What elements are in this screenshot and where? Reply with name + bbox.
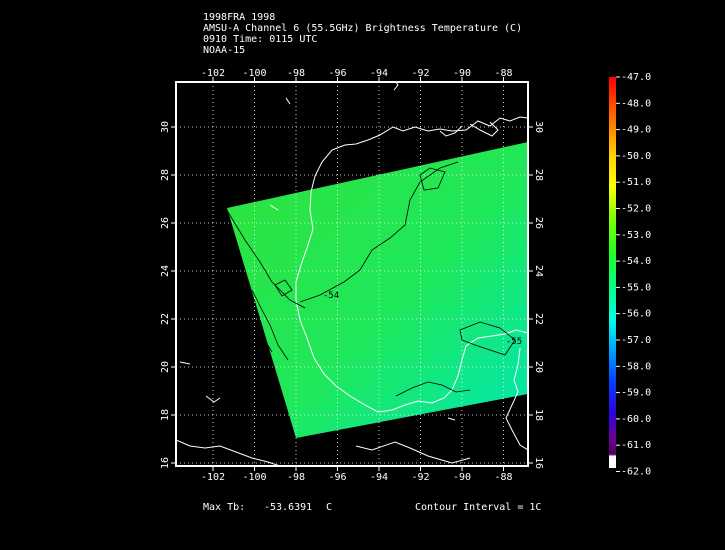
lat-tick-label-left: 22: [160, 313, 171, 325]
contour-lines: [227, 161, 516, 397]
contour-label: -55: [506, 337, 522, 347]
lat-tick-label-left: 16: [160, 457, 171, 469]
lat-tick-label-right: 26: [533, 217, 544, 229]
colorbar-tick-label: -53.0: [621, 230, 651, 241]
lon-tick-label-bottom: -94: [370, 472, 388, 483]
lat-tick-label-right: 16: [533, 457, 544, 469]
lat-tick-label-left: 24: [160, 265, 171, 277]
lon-tick-label-top: -94: [370, 68, 388, 79]
colorbar-tick-label: -48.0: [621, 98, 651, 109]
lat-tick-label-left: 26: [160, 217, 171, 229]
contour-interval: Contour Interval = 1C: [415, 502, 542, 513]
colorbar-tick-label: -51.0: [621, 177, 651, 188]
colorbar-tick-label: -59.0: [621, 388, 651, 399]
colorbar-labels: -47.0 -48.0 -49.0 -50.0 -51.0 -52.0 -53.0 -54.0…: [616, 72, 651, 478]
lat-tick-label-right: 18: [533, 409, 544, 421]
colorbar-tick-label: -56.0: [621, 309, 651, 320]
lon-tick-label-top: -92: [411, 68, 429, 79]
title-line-3: 0910 Time: 0115 UTC: [203, 34, 318, 45]
grid-lines: [176, 82, 528, 466]
lat-tick-label-right: 30: [533, 121, 544, 133]
title-line-4: NOAA-15: [203, 45, 246, 56]
contour-label: -54: [323, 291, 339, 301]
colorbar-tick-label: -50.0: [621, 151, 651, 162]
lat-tick-label-right: 28: [533, 169, 544, 181]
lat-tick-label-right: 20: [533, 361, 544, 373]
colorbar-tick-label: -57.0: [621, 335, 651, 346]
lat-tick-label-left: 18: [160, 409, 171, 421]
swath: [227, 142, 528, 438]
lon-tick-label-bottom: -98: [287, 472, 305, 483]
colorbar-tick-label: -49.0: [621, 125, 651, 136]
title-line-2: AMSU-A Channel 6 (55.5GHz) Brightness Te…: [203, 23, 523, 34]
lon-tick-label-bottom: -92: [411, 472, 429, 483]
lat-tick-label-left: 30: [160, 121, 171, 133]
colorbar-tick-label: -54.0: [621, 256, 651, 267]
lon-tick-label-bottom: -102: [201, 472, 225, 483]
lon-tick-label-top: -96: [328, 68, 346, 79]
lon-tick-label-bottom: -100: [242, 472, 266, 483]
axis-ticks: -102 -102 -100 -100 -98 -98 -96 -96 -94 -94 -92 -92…: [160, 68, 544, 483]
contour-labels: -54 -55: [323, 291, 522, 347]
lon-tick-label-top: -88: [494, 68, 512, 79]
map-frame: [175, 81, 529, 467]
max-tb-value: -53.6391: [264, 502, 313, 513]
colorbar: [609, 77, 616, 468]
colorbar-tick-label: -62.0: [621, 467, 651, 478]
lon-tick-label-top: -98: [287, 68, 305, 79]
colorbar-tick-label: -47.0: [621, 72, 651, 83]
lon-tick-label-top: -100: [242, 68, 266, 79]
lat-tick-label-left: 28: [160, 169, 171, 181]
lat-tick-label-right: 24: [533, 265, 544, 277]
colorbar-tick-label: -58.0: [621, 361, 651, 372]
colorbar-tick-label: -60.0: [621, 414, 651, 425]
colorbar-tick-label: -55.0: [621, 282, 651, 293]
lon-tick-label-top: -90: [453, 68, 471, 79]
title-line-1: 1998FRA 1998: [203, 12, 276, 23]
max-tb-label: Max Tb:: [203, 502, 246, 513]
lon-tick-label-bottom: -88: [494, 472, 512, 483]
colorbar-tick-label: -52.0: [621, 204, 651, 215]
colorbar-tick-label: -61.0: [621, 440, 651, 451]
lon-tick-label-bottom: -96: [328, 472, 346, 483]
max-tb-unit: C: [326, 502, 333, 513]
lat-tick-label-right: 22: [533, 313, 544, 325]
lat-tick-label-left: 20: [160, 361, 171, 373]
lon-tick-label-top: -102: [201, 68, 225, 79]
lon-tick-label-bottom: -90: [453, 472, 471, 483]
